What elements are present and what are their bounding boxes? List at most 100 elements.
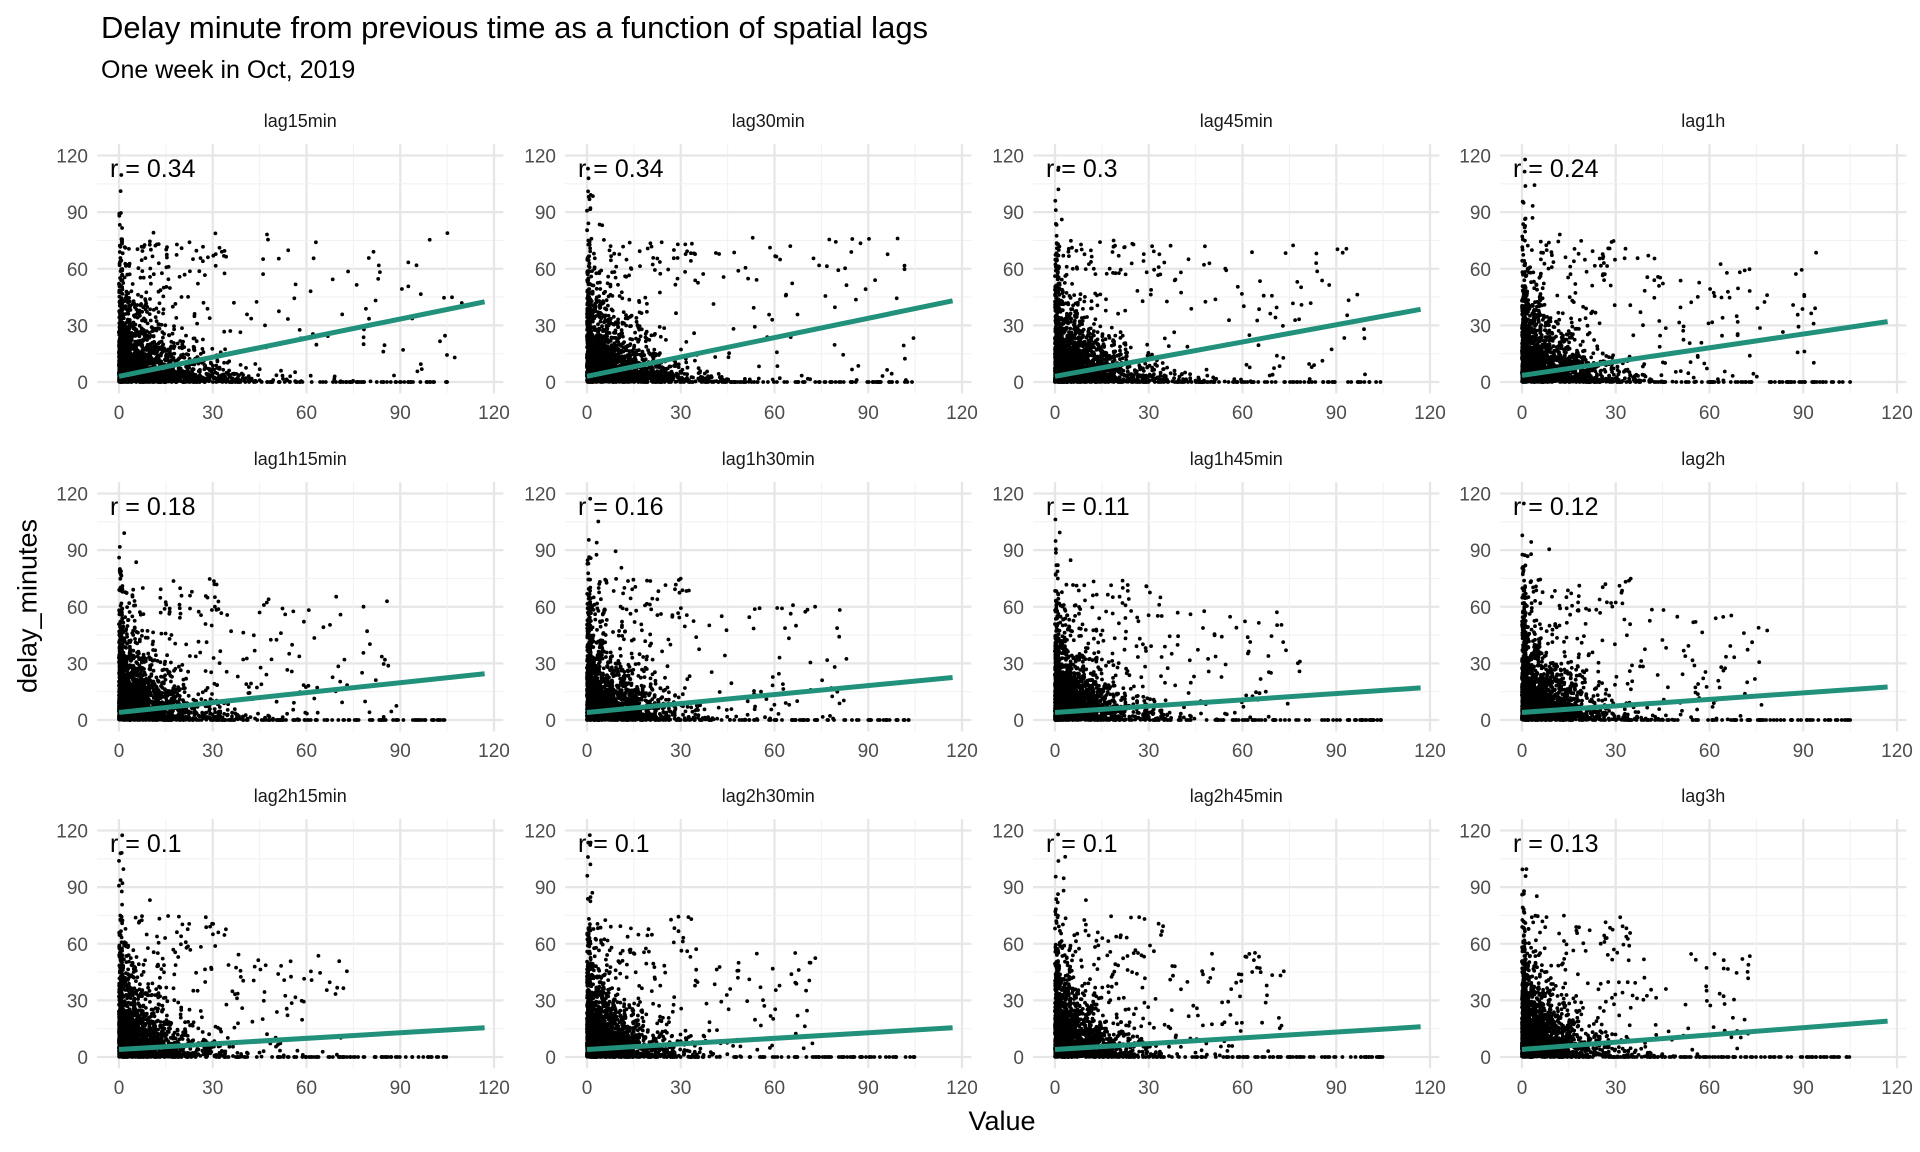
data-point xyxy=(179,295,184,299)
data-point xyxy=(156,372,161,376)
data-point xyxy=(699,380,704,384)
data-point xyxy=(729,380,733,384)
data-point xyxy=(181,339,186,344)
data-point xyxy=(243,380,248,384)
data-point xyxy=(616,317,620,322)
data-point xyxy=(850,367,854,372)
data-point xyxy=(166,347,170,352)
data-point xyxy=(124,347,128,351)
data-point xyxy=(227,373,231,378)
data-point xyxy=(161,311,166,316)
data-point xyxy=(723,380,728,384)
data-point xyxy=(144,361,149,366)
data-point xyxy=(280,373,285,378)
data-point xyxy=(361,380,366,384)
data-point xyxy=(836,268,841,273)
data-point xyxy=(617,332,621,337)
data-point xyxy=(766,380,770,384)
data-point xyxy=(141,275,146,280)
data-point xyxy=(778,257,782,262)
data-point xyxy=(609,258,613,263)
data-point xyxy=(139,294,144,299)
data-point xyxy=(398,380,402,384)
data-point xyxy=(452,355,457,360)
data-point xyxy=(148,239,152,244)
data-point xyxy=(147,312,152,316)
data-point xyxy=(895,380,899,384)
data-point xyxy=(604,307,609,312)
data-point xyxy=(587,242,592,247)
data-point xyxy=(149,281,153,286)
data-point xyxy=(662,371,667,376)
data-point xyxy=(201,337,205,342)
data-point xyxy=(148,297,152,301)
data-point xyxy=(587,320,591,324)
data-point xyxy=(361,342,366,347)
data-point xyxy=(156,242,161,247)
x-tick-label: 90 xyxy=(858,403,879,424)
data-point xyxy=(117,324,122,329)
y-tick-label: 60 xyxy=(1003,260,1024,281)
data-point xyxy=(594,286,599,291)
data-point xyxy=(585,301,590,306)
data-point xyxy=(698,369,703,374)
x-tick-label: 30 xyxy=(202,403,223,424)
data-point xyxy=(167,333,172,338)
data-point xyxy=(612,322,616,327)
data-point xyxy=(652,347,657,352)
data-point xyxy=(330,277,335,282)
data-point xyxy=(418,362,423,366)
data-point xyxy=(877,380,882,384)
data-point xyxy=(227,368,232,373)
data-point xyxy=(438,339,442,344)
data-point xyxy=(159,322,164,327)
data-point xyxy=(588,246,592,251)
y-tick-label: 120 xyxy=(992,147,1024,168)
data-point xyxy=(629,313,634,318)
scatter-points xyxy=(585,166,916,384)
data-point xyxy=(203,273,207,277)
data-point xyxy=(596,356,601,361)
data-point xyxy=(601,327,606,332)
data-point xyxy=(850,380,855,384)
data-point xyxy=(773,254,778,259)
data-point xyxy=(195,321,200,326)
data-point xyxy=(443,333,447,338)
data-point xyxy=(205,306,210,311)
data-point xyxy=(630,357,634,362)
data-point xyxy=(649,244,654,249)
data-point xyxy=(586,341,591,346)
data-point xyxy=(736,268,741,273)
data-point xyxy=(450,295,454,300)
data-point xyxy=(684,360,689,365)
data-point xyxy=(602,238,606,242)
data-point xyxy=(117,213,122,218)
data-point xyxy=(654,364,658,369)
data-point xyxy=(587,325,591,330)
data-point xyxy=(705,369,709,374)
data-point xyxy=(136,266,141,271)
data-point xyxy=(120,273,124,278)
data-point xyxy=(639,311,644,315)
data-point xyxy=(849,250,854,254)
data-point xyxy=(265,232,269,237)
data-point xyxy=(607,356,611,361)
data-point xyxy=(1205,373,1210,378)
data-point xyxy=(588,350,593,355)
data-point xyxy=(756,376,761,381)
data-point xyxy=(684,340,689,344)
data-point xyxy=(235,375,240,380)
data-point xyxy=(655,256,660,261)
data-point xyxy=(153,346,158,350)
data-point xyxy=(889,371,894,376)
data-point xyxy=(192,336,197,341)
data-point xyxy=(653,268,657,272)
data-point xyxy=(619,356,624,361)
y-tick-label: 90 xyxy=(67,203,88,224)
data-point xyxy=(605,344,610,348)
y-tick-label: 90 xyxy=(1003,203,1024,224)
data-point xyxy=(592,256,597,261)
data-point xyxy=(640,375,645,380)
data-point xyxy=(125,272,130,277)
data-point xyxy=(200,347,205,351)
